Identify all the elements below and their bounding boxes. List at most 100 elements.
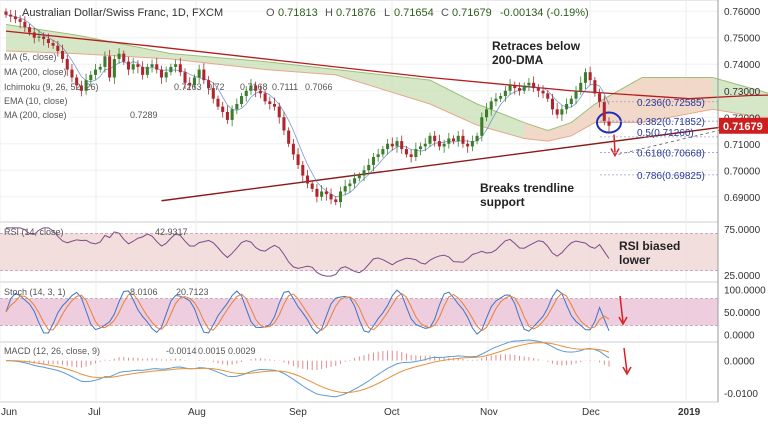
candle-body <box>61 50 65 59</box>
price-tick-label: 0.76000 <box>724 7 761 18</box>
candle-body <box>550 98 554 110</box>
candle-body <box>249 85 253 91</box>
annotation-rsi-1: RSI biased <box>619 239 680 253</box>
candle-body <box>258 90 262 94</box>
down-arrowhead <box>618 316 628 326</box>
candle-body <box>456 135 460 142</box>
candle-body <box>348 183 352 187</box>
candle-body <box>42 36 46 40</box>
rsi-line <box>6 227 610 277</box>
x-tick-label: Nov <box>480 407 498 418</box>
candle-body <box>419 146 423 150</box>
candle-body <box>301 164 305 176</box>
x-tick-label: Oct <box>384 407 400 418</box>
candle-body <box>4 11 8 15</box>
candle-body <box>324 191 328 195</box>
candle-body <box>296 154 300 165</box>
stoch-tick-label: 100.0000 <box>724 286 766 297</box>
candle-body <box>452 138 456 142</box>
x-tick-label: Jul <box>88 407 101 418</box>
candle-body <box>546 93 550 99</box>
candle-body <box>320 191 324 197</box>
candle-body <box>593 80 597 94</box>
x-tick-label: Aug <box>188 407 206 418</box>
legend-rsi: RSI (14, close) <box>4 227 64 237</box>
candle-body <box>211 88 215 99</box>
candle-body <box>353 178 357 184</box>
legend-ichimoku: Ichimoku (9, 26, 52, 26) <box>4 82 99 92</box>
highlight-circle <box>596 111 622 134</box>
candle-body <box>202 69 206 81</box>
current-price-label: 0.71679 <box>723 121 763 133</box>
candle-body <box>197 69 201 78</box>
senkou-span-b <box>5 50 768 142</box>
fib-label: 0.236(0.72585) <box>637 98 705 109</box>
candle-body <box>9 14 13 17</box>
overlay-lines <box>5 14 768 202</box>
candle-body <box>541 90 545 94</box>
candles <box>4 8 611 208</box>
price-tick-label: 0.75000 <box>724 34 761 45</box>
price-tick-label: 0.69000 <box>724 193 761 204</box>
candle-body <box>517 88 522 91</box>
current-price-tag <box>719 117 768 134</box>
candle-body <box>126 61 131 70</box>
legend-stoch-d: 20.7123 <box>176 287 209 297</box>
legend-ich-v2: 0.72 <box>207 82 225 92</box>
candle-body <box>84 80 88 91</box>
legend-macd-v1: -0.0014 <box>166 346 197 356</box>
legend-rsi-value: 42.9317 <box>155 227 188 237</box>
candle-body <box>484 109 489 118</box>
rsi-band <box>0 233 718 271</box>
macd-tick-label: 0.0000 <box>724 357 755 368</box>
candle-body <box>141 66 145 75</box>
candle-body <box>508 85 512 91</box>
candle-body <box>32 32 36 38</box>
ma5-line <box>5 14 610 198</box>
fib-label: 0.618(0.70668) <box>637 149 705 160</box>
price-tick-label: 0.74000 <box>724 60 761 71</box>
legend-macd: MACD (12, 26, close, 9) <box>4 346 100 356</box>
support-trendline <box>161 124 737 202</box>
candle-body <box>395 141 399 147</box>
candle-body <box>371 157 375 165</box>
candle-body <box>70 69 74 78</box>
candle-body <box>268 101 272 105</box>
candle-body <box>310 183 314 189</box>
candle-body <box>93 69 98 75</box>
grid <box>0 0 719 403</box>
candle-body <box>122 53 126 62</box>
candle-body <box>442 143 446 147</box>
candle-body <box>409 154 413 158</box>
fibonacci-levels: 0.236(0.72585) 0.382(0.71852)0.5(0.71260)… <box>600 98 718 182</box>
candle-body <box>357 175 361 179</box>
candle-body <box>494 98 498 102</box>
legend-ma200b-value: 0.7289 <box>130 110 158 120</box>
candle-body <box>169 66 173 73</box>
ohlc-change: -0.00134 (-0.19%) <box>500 7 589 19</box>
candle-body <box>602 101 606 122</box>
down-arrowhead <box>622 366 632 376</box>
candle-body <box>112 58 116 78</box>
ohlc-close: 0.71679 <box>452 7 492 19</box>
candle-body <box>343 186 347 192</box>
x-tick-label: Dec <box>582 407 600 418</box>
candle-body <box>18 19 22 22</box>
candle-body <box>28 27 32 33</box>
candle-body <box>315 188 319 197</box>
x-tick-label: Jun <box>1 407 17 418</box>
senkou-span-a <box>5 23 768 132</box>
fib-label: 0.786(0.69825) <box>637 171 705 182</box>
candle-body <box>400 141 404 150</box>
candle-body <box>272 104 277 107</box>
candle-body <box>131 64 135 70</box>
candle-body <box>150 64 154 67</box>
ichimoku-cloud-area <box>6 24 768 142</box>
candle-body <box>108 56 112 78</box>
legend-ma200a: MA (200, close) <box>4 67 67 77</box>
legend-ma5: MA (5, close) <box>4 52 57 62</box>
down-arrow <box>623 347 628 373</box>
annotation-retrace-2: 200-DMA <box>492 53 544 67</box>
candle-body <box>466 143 470 147</box>
